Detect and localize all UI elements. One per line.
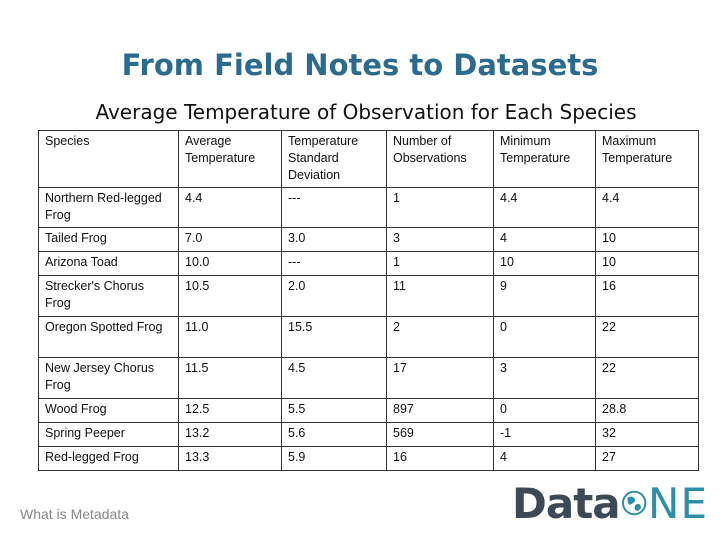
- table-cell: 9: [493, 275, 596, 317]
- table-cell: -1: [493, 422, 596, 447]
- table-cell: 10.0: [178, 251, 282, 276]
- table-cell: 15.5: [281, 316, 387, 358]
- header-cell: Minimum Temperature: [493, 130, 596, 188]
- table-cell: 10: [493, 251, 596, 276]
- table-cell: 17: [386, 357, 494, 399]
- logo-text-data: Data: [512, 478, 621, 528]
- table-cell: 5.6: [281, 422, 387, 447]
- table-cell: 1: [386, 187, 494, 228]
- table-cell: 22: [595, 316, 699, 358]
- table-cell: 0: [493, 316, 596, 358]
- species-temperature-table: Species Average Temperature Temperature …: [38, 130, 699, 471]
- header-cell: Number of Observations: [386, 130, 494, 188]
- table-cell: 3.0: [281, 227, 387, 252]
- table-row: Oregon Spotted Frog 11.0 15.5 2 0 22: [38, 316, 699, 358]
- globe-icon: [621, 490, 647, 516]
- table-cell: 569: [386, 422, 494, 447]
- table-cell: 12.5: [178, 398, 282, 423]
- table-cell: 16: [595, 275, 699, 317]
- footer-text: What is Metadata: [20, 506, 129, 522]
- table-row: Strecker's Chorus Frog 10.5 2.0 11 9 16: [38, 275, 699, 317]
- table-cell: ---: [281, 251, 387, 276]
- table-cell: 4: [493, 227, 596, 252]
- table-cell: Strecker's Chorus Frog: [38, 275, 179, 317]
- table-cell: 897: [386, 398, 494, 423]
- table-cell: Spring Peeper: [38, 422, 179, 447]
- table-cell: 4.4: [595, 187, 699, 228]
- table-cell: 16: [386, 446, 494, 471]
- table-cell: Red-legged Frog: [38, 446, 179, 471]
- table-cell: Wood Frog: [38, 398, 179, 423]
- dataone-logo: Data NE: [512, 478, 708, 528]
- table-header-row: Species Average Temperature Temperature …: [38, 130, 699, 188]
- table-cell: 13.3: [178, 446, 282, 471]
- header-cell: Temperature Standard Deviation: [281, 130, 387, 188]
- table-cell: 5.9: [281, 446, 387, 471]
- table-cell: 10: [595, 227, 699, 252]
- table-cell: 0: [493, 398, 596, 423]
- table-cell: New Jersey Chorus Frog: [38, 357, 179, 399]
- table-cell: Tailed Frog: [38, 227, 179, 252]
- table-cell: Oregon Spotted Frog: [38, 316, 179, 358]
- table-cell: 7.0: [178, 227, 282, 252]
- table-cell: 10: [595, 251, 699, 276]
- table-row: Spring Peeper 13.2 5.6 569 -1 32: [38, 422, 699, 447]
- table-row: Northern Red-legged Frog 4.4 --- 1 4.4 4…: [38, 187, 699, 228]
- table-cell: Arizona Toad: [38, 251, 179, 276]
- table-row: New Jersey Chorus Frog 11.5 4.5 17 3 22: [38, 357, 699, 399]
- table-cell: 4.4: [178, 187, 282, 228]
- table-cell: 11: [386, 275, 494, 317]
- table-cell: ---: [281, 187, 387, 228]
- table-cell: 4.4: [493, 187, 596, 228]
- table-cell: 4: [493, 446, 596, 471]
- table-cell: 1: [386, 251, 494, 276]
- table-cell: 32: [595, 422, 699, 447]
- table-cell: 3: [493, 357, 596, 399]
- table-cell: 22: [595, 357, 699, 399]
- table-cell: Northern Red-legged Frog: [38, 187, 179, 228]
- table-cell: 28.8: [595, 398, 699, 423]
- logo-text-ne: NE: [648, 478, 708, 528]
- header-cell: Average Temperature: [178, 130, 282, 188]
- table-cell: 4.5: [281, 357, 387, 399]
- header-cell: Species: [38, 130, 179, 188]
- header-cell: Maximum Temperature: [595, 130, 699, 188]
- table-row: Wood Frog 12.5 5.5 897 0 28.8: [38, 398, 699, 423]
- table-cell: 5.5: [281, 398, 387, 423]
- table-row: Arizona Toad 10.0 --- 1 10 10: [38, 251, 699, 276]
- table-cell: 27: [595, 446, 699, 471]
- table-cell: 10.5: [178, 275, 282, 317]
- table-row: Red-legged Frog 13.3 5.9 16 4 27: [38, 446, 699, 471]
- table-cell: 11.5: [178, 357, 282, 399]
- table-cell: 2: [386, 316, 494, 358]
- slide-subtitle: Average Temperature of Observation for E…: [95, 100, 637, 124]
- table-cell: 3: [386, 227, 494, 252]
- table-cell: 11.0: [178, 316, 282, 358]
- table-cell: 2.0: [281, 275, 387, 317]
- table-cell: 13.2: [178, 422, 282, 447]
- slide-title: From Field Notes to Datasets: [121, 48, 599, 82]
- table-row: Tailed Frog 7.0 3.0 3 4 10: [38, 227, 699, 252]
